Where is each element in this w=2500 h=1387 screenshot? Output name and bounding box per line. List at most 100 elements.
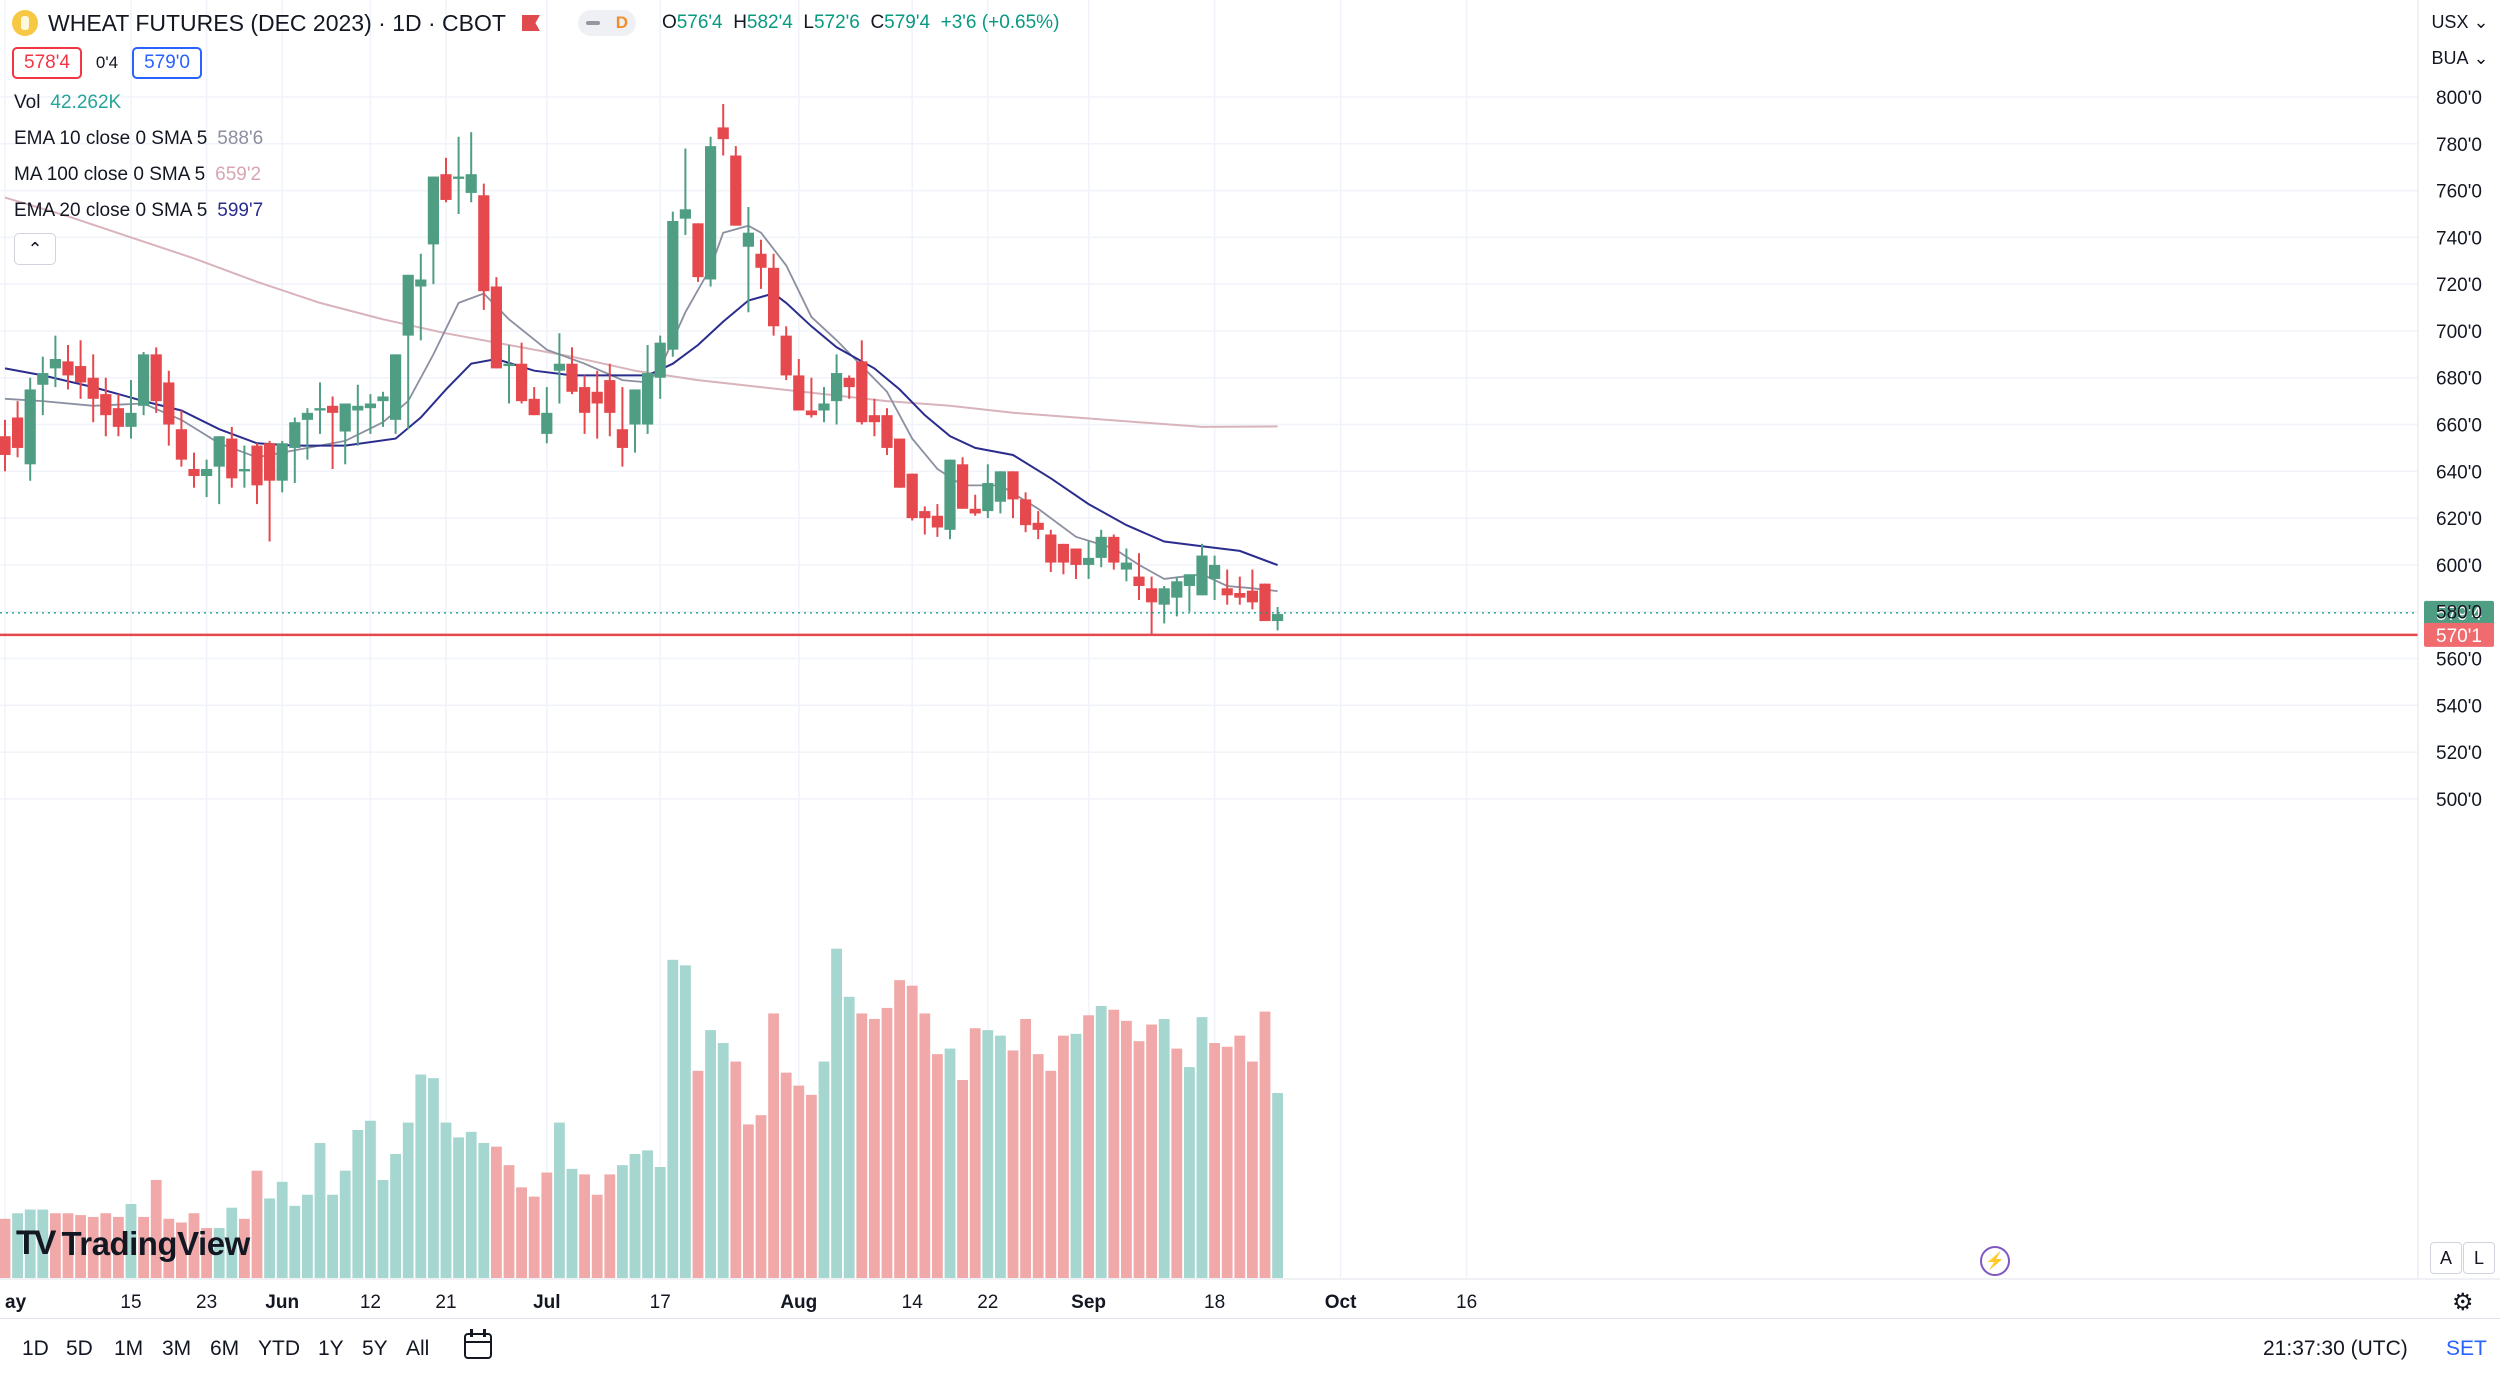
candle[interactable] [1183, 574, 1195, 612]
candle[interactable] [919, 506, 931, 535]
tradingview-logo[interactable]: TV TradingView [16, 1224, 250, 1263]
alert-price-tag[interactable]: 570'1 [2424, 622, 2494, 647]
candle[interactable] [415, 253, 427, 341]
candle[interactable] [1020, 492, 1032, 533]
candle[interactable] [654, 335, 666, 399]
range-all-button[interactable]: All [406, 1337, 430, 1360]
candle[interactable] [49, 335, 61, 388]
candle[interactable] [1221, 569, 1233, 605]
candle[interactable] [742, 206, 754, 313]
candle[interactable] [717, 104, 729, 156]
candle[interactable] [616, 387, 628, 467]
sell-price-button[interactable]: 578'4 [12, 47, 82, 79]
candle[interactable] [251, 443, 263, 505]
candle[interactable] [1209, 555, 1221, 601]
candle[interactable] [465, 132, 477, 203]
candle[interactable] [755, 239, 767, 289]
range-1d-button[interactable]: 1D [22, 1337, 49, 1360]
candle[interactable] [352, 384, 364, 446]
candle[interactable] [75, 340, 87, 399]
candle[interactable] [24, 377, 36, 481]
candle[interactable] [1032, 511, 1044, 540]
candle[interactable] [37, 356, 49, 416]
candle[interactable] [1007, 471, 1019, 519]
candle[interactable] [1083, 541, 1095, 579]
candle[interactable] [1045, 529, 1057, 572]
candle[interactable] [818, 387, 830, 423]
candle[interactable] [579, 375, 591, 434]
range-3m-button[interactable]: 3M [162, 1337, 192, 1360]
legend-ema10[interactable]: EMA 10 close 0 SMA 5 588'6 [14, 128, 263, 150]
candle[interactable] [780, 326, 792, 381]
candle[interactable] [516, 342, 528, 404]
candle[interactable] [289, 417, 301, 484]
candle[interactable] [213, 436, 225, 505]
clock-readout[interactable]: 21:37:30 (UTC) [2263, 1337, 2408, 1360]
candle[interactable] [944, 459, 956, 540]
candle[interactable] [692, 223, 704, 282]
candle[interactable] [831, 354, 843, 425]
settings-gear-icon[interactable]: ⚙ [2452, 1289, 2474, 1316]
collapse-legend-button[interactable]: ⌃ [14, 233, 56, 265]
candle[interactable] [566, 347, 578, 395]
candle[interactable] [150, 347, 162, 413]
candle[interactable] [541, 387, 553, 444]
range-5y-button[interactable]: 5Y [362, 1337, 388, 1360]
market-status-pill[interactable]: D [577, 10, 636, 36]
candle[interactable] [1133, 553, 1145, 601]
last-price-tag[interactable]: 579'4 [2424, 600, 2494, 625]
candle[interactable] [642, 344, 654, 434]
candle[interactable] [679, 148, 691, 236]
range-1y-button[interactable]: 1Y [318, 1337, 344, 1360]
candle[interactable] [793, 359, 805, 411]
candle[interactable] [1259, 583, 1271, 622]
candle[interactable] [276, 440, 288, 493]
candle[interactable] [100, 377, 112, 437]
candle[interactable] [427, 176, 439, 285]
candle[interactable] [1158, 585, 1170, 624]
candle[interactable] [264, 440, 276, 542]
candle[interactable] [1057, 543, 1069, 575]
legend-ema20[interactable]: EMA 20 close 0 SMA 5 599'7 [14, 200, 263, 222]
candle[interactable] [994, 471, 1006, 514]
candle[interactable] [591, 370, 603, 439]
candle[interactable] [226, 426, 238, 488]
candle[interactable] [1120, 548, 1132, 582]
candle[interactable] [969, 494, 981, 516]
lightning-icon[interactable]: ⚡ [1980, 1246, 2010, 1276]
flag-icon[interactable] [521, 15, 540, 31]
log-scale-button[interactable]: L [2463, 1242, 2495, 1274]
candle[interactable] [894, 438, 906, 488]
legend-ma100[interactable]: MA 100 close 0 SMA 5 659'2 [14, 164, 261, 186]
candle[interactable] [327, 396, 339, 469]
candle[interactable] [1070, 548, 1082, 579]
candle[interactable] [87, 354, 99, 423]
candle[interactable] [881, 408, 893, 455]
candle[interactable] [1171, 576, 1183, 617]
candle[interactable] [856, 340, 868, 425]
candle[interactable] [503, 344, 515, 404]
candle[interactable] [62, 344, 74, 390]
candle[interactable] [667, 211, 679, 357]
candle[interactable] [1272, 607, 1284, 631]
symbol-title[interactable]: WHEAT FUTURES (DEC 2023) · 1D · CBOT [48, 9, 506, 36]
candle[interactable] [868, 398, 880, 437]
candle[interactable] [301, 408, 313, 460]
range-6m-button[interactable]: 6M [210, 1337, 240, 1360]
range-5d-button[interactable]: 5D [66, 1337, 93, 1360]
candle[interactable] [553, 333, 565, 404]
candle[interactable] [163, 370, 175, 446]
candle[interactable] [138, 352, 150, 416]
candle[interactable] [528, 387, 540, 416]
buy-price-button[interactable]: 579'0 [132, 47, 202, 79]
wheat-coin-icon[interactable] [12, 10, 38, 36]
candle[interactable] [768, 253, 780, 336]
candle[interactable] [1095, 529, 1107, 568]
candle[interactable] [314, 382, 326, 434]
candle[interactable] [730, 146, 742, 226]
currency-button[interactable]: USX ⌄ [2428, 6, 2492, 38]
candle[interactable] [453, 136, 465, 214]
candle[interactable] [957, 457, 969, 509]
candle[interactable] [604, 363, 616, 437]
candle[interactable] [1146, 576, 1158, 636]
